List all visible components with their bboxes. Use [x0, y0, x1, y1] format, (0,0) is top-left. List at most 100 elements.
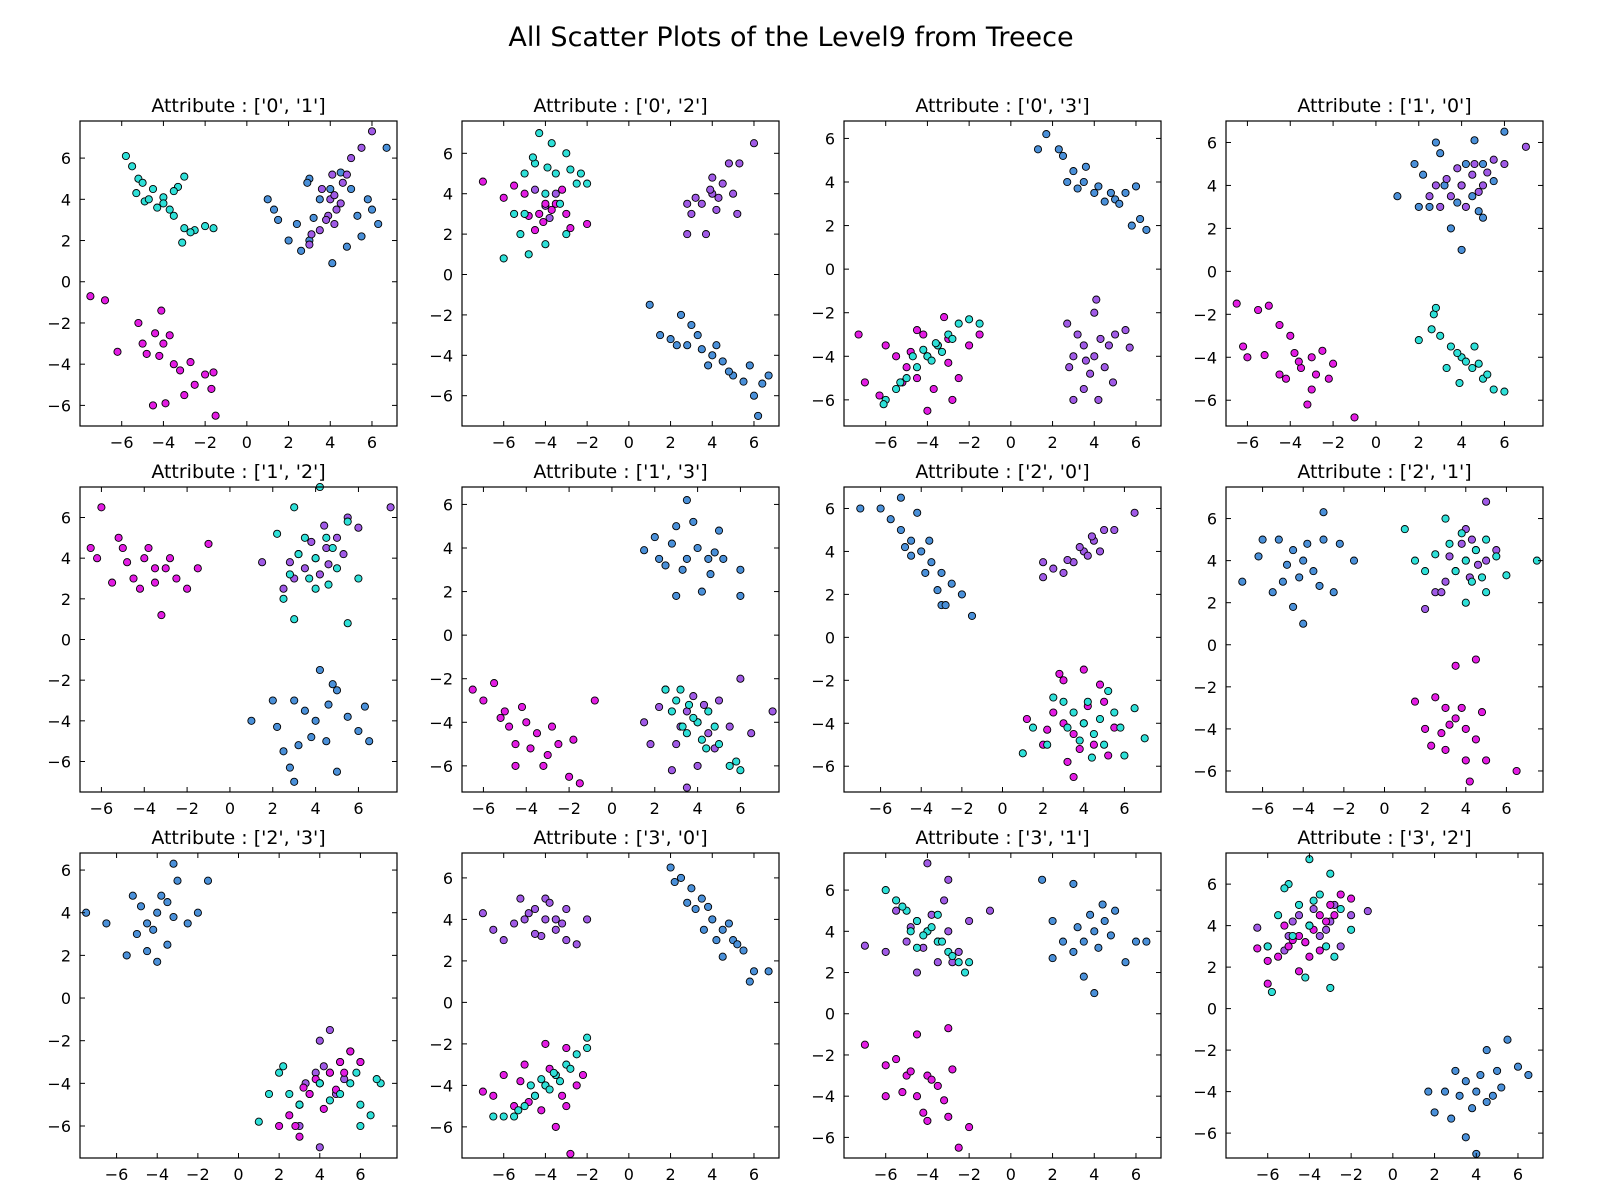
- scatter-point: [1100, 697, 1109, 706]
- scatter-point: [290, 696, 299, 705]
- scatter-point: [551, 1122, 560, 1131]
- scatter-point: [300, 533, 309, 542]
- scatter-point: [944, 1024, 953, 1033]
- x-tick-label: −2: [193, 433, 217, 452]
- scatter-point: [1363, 907, 1372, 916]
- scatter-point: [1299, 556, 1308, 565]
- scatter-point: [1521, 142, 1530, 151]
- y-tick-label: 6: [443, 869, 453, 888]
- scatter-point: [353, 211, 362, 220]
- y-tick-label: −6: [1193, 1124, 1217, 1143]
- y-tick-label: 6: [61, 861, 71, 880]
- scatter-point: [747, 729, 756, 738]
- x-tick-label: 2: [268, 799, 278, 818]
- scatter-point: [745, 361, 754, 370]
- scatter-point: [295, 1132, 304, 1141]
- scatter-point: [718, 357, 727, 366]
- scatter-point: [699, 700, 709, 709]
- scatter-point: [1474, 187, 1483, 196]
- scatter-point: [1431, 138, 1440, 147]
- scatter-point: [697, 735, 706, 744]
- x-tick-label: 6: [1119, 799, 1129, 818]
- scatter-point: [736, 674, 745, 683]
- scatter-point: [1309, 904, 1318, 914]
- scatter-point: [1081, 356, 1090, 365]
- scatter-point: [1472, 1087, 1481, 1096]
- y-tick-label: −2: [811, 671, 835, 690]
- y-tick-label: −2: [429, 1035, 453, 1054]
- scatter-point: [541, 199, 550, 208]
- scatter-point: [1446, 342, 1455, 351]
- scatter-point: [1489, 385, 1498, 394]
- y-tick-label: −4: [47, 355, 71, 374]
- scatter-point: [1421, 567, 1430, 576]
- x-tick-label: 0: [1006, 433, 1016, 452]
- scatter-point: [1075, 736, 1084, 745]
- scatter-point: [1303, 400, 1312, 409]
- scatter-point: [291, 1121, 300, 1131]
- scatter-point: [1043, 740, 1052, 749]
- scatter-point: [1104, 341, 1113, 350]
- scatter-point: [1130, 508, 1139, 517]
- scatter-point: [1322, 925, 1331, 934]
- scatter-point: [1294, 357, 1303, 366]
- scatter-point: [86, 543, 95, 553]
- scatter-point: [733, 209, 742, 218]
- scatter-point: [1239, 342, 1248, 351]
- y-tick-label: −6: [1193, 391, 1217, 410]
- scatter-point: [490, 679, 499, 688]
- scatter-point: [290, 615, 299, 624]
- y-tick-label: 2: [825, 217, 835, 236]
- scatter-point: [706, 570, 715, 579]
- scatter-point: [1468, 363, 1477, 373]
- scatter-point: [138, 178, 147, 187]
- y-tick-label: −4: [811, 347, 835, 366]
- scatter-point: [1441, 577, 1450, 586]
- scatter-point: [539, 761, 548, 770]
- scatter-point: [193, 564, 202, 573]
- scatter-point: [1457, 529, 1466, 538]
- x-tick-label: 4: [325, 433, 335, 452]
- x-tick-label: −2: [175, 799, 199, 818]
- scatter-point: [311, 584, 320, 593]
- scatter-point: [279, 747, 288, 756]
- scatter-point: [881, 947, 890, 956]
- x-tick-label: −4: [916, 433, 940, 452]
- scatter-point: [551, 915, 560, 924]
- scatter-point: [354, 726, 363, 736]
- scatter-point: [860, 1040, 869, 1049]
- scatter-point: [1079, 384, 1088, 394]
- scatter-point: [320, 521, 329, 530]
- scatter-point: [718, 952, 727, 961]
- scatter-point: [1278, 577, 1287, 586]
- scatter-point: [907, 551, 916, 560]
- scatter-point: [340, 1068, 349, 1077]
- scatter-point: [300, 706, 309, 715]
- scatter-point: [689, 713, 698, 722]
- scatter-point: [1436, 149, 1445, 158]
- scatter-point: [1349, 556, 1359, 565]
- scatter-point: [666, 863, 675, 872]
- y-tick-label: 2: [1207, 594, 1217, 613]
- x-tick-label: −6: [90, 799, 114, 818]
- scatter-point: [176, 366, 185, 375]
- scatter-point: [933, 1081, 942, 1090]
- scatter-point: [1488, 1091, 1497, 1100]
- scatter-point: [940, 1096, 949, 1105]
- scatter-point: [315, 1143, 324, 1152]
- scatter-point: [209, 368, 218, 377]
- scatter-point: [309, 213, 318, 222]
- scatter-point: [672, 522, 681, 531]
- scatter-point: [1425, 202, 1434, 211]
- scatter-point: [1039, 558, 1048, 567]
- scatter-point: [254, 1117, 263, 1126]
- scatter-point: [1096, 334, 1105, 343]
- y-tick-label: −4: [47, 1074, 71, 1093]
- scatter-point: [121, 151, 130, 161]
- x-tick-label: −6: [1251, 799, 1275, 818]
- x-tick-label: −2: [957, 433, 981, 452]
- scatter-point: [919, 330, 928, 339]
- plot-area: [80, 853, 397, 1158]
- scatter-point: [572, 179, 581, 188]
- scatter-point: [919, 931, 928, 940]
